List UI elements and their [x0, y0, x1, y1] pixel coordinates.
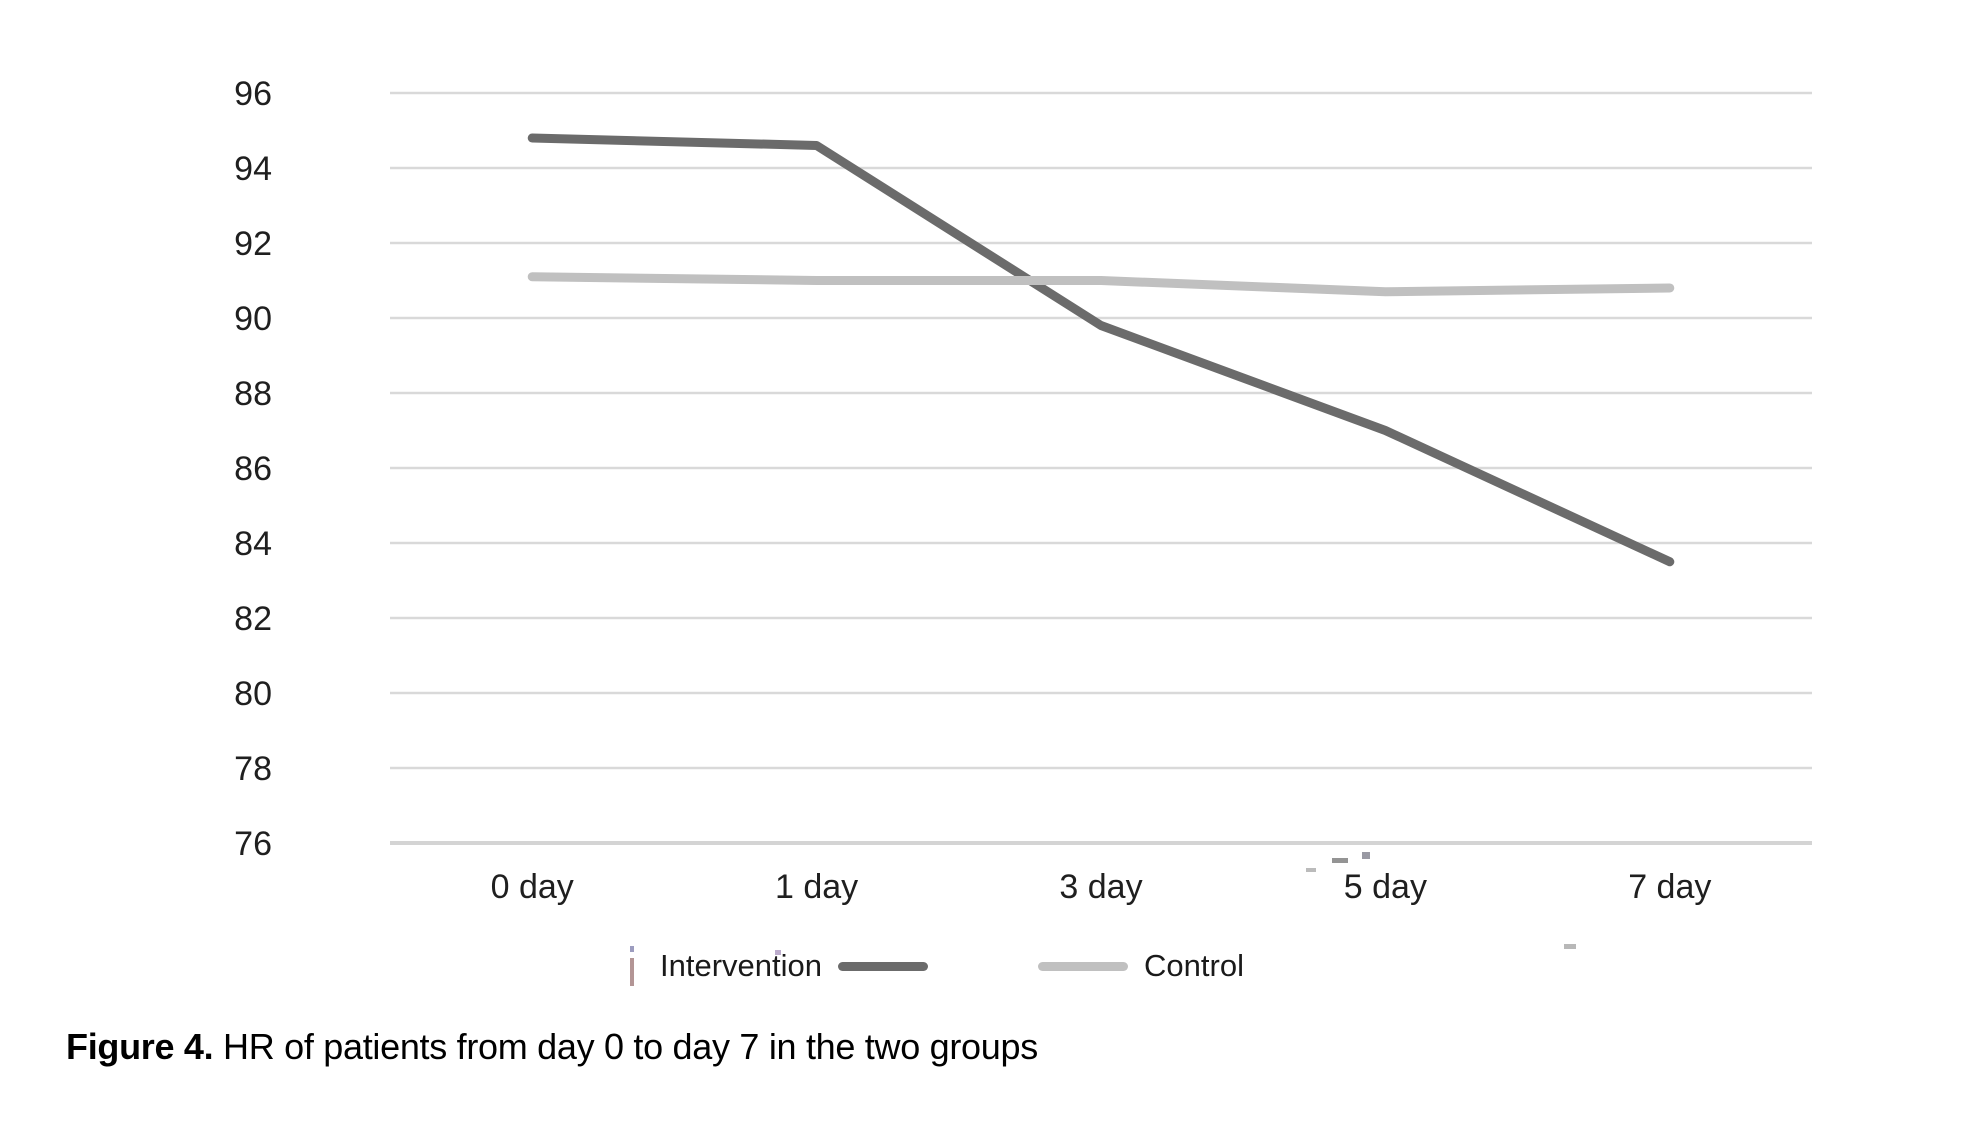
y-axis-tick-label: 96 [234, 75, 272, 113]
compression-artifact [1362, 852, 1370, 859]
y-axis-tick-label: 82 [234, 600, 272, 638]
compression-artifact [775, 950, 781, 955]
control-series-line [527, 272, 1675, 297]
legend-item-control: Control [1038, 948, 1244, 984]
x-axis-category-label: 3 day [1059, 868, 1142, 906]
figure-caption: Figure 4. HR of patients from day 0 to d… [66, 1026, 1038, 1068]
compression-artifact [630, 946, 634, 952]
x-axis-category-label: 5 day [1344, 868, 1427, 906]
figure-caption-text: HR of patients from day 0 to day 7 in th… [213, 1026, 1038, 1067]
y-axis-tick-label: 78 [234, 750, 272, 788]
legend-swatch-control [1038, 961, 1129, 971]
y-axis-tick-label: 94 [234, 150, 272, 188]
y-axis-tick-label: 76 [234, 825, 272, 863]
y-axis-tick-label: 86 [234, 450, 272, 488]
legend-label-intervention: Intervention [660, 948, 823, 983]
compression-artifact [1306, 868, 1316, 872]
x-axis-category-label: 0 day [491, 868, 574, 906]
x-axis-category-label: 7 day [1628, 868, 1711, 906]
y-axis-tick-label: 80 [234, 675, 272, 713]
legend-item-intervention: Intervention [660, 948, 929, 984]
x-axis-category-label: 1 day [775, 868, 858, 906]
y-axis-tick-label: 92 [234, 225, 272, 263]
figure-caption-label: Figure 4. [66, 1026, 214, 1067]
legend-swatch-intervention [838, 961, 929, 971]
chart-legend: Intervention Control [0, 948, 1934, 984]
compression-artifact [1332, 858, 1348, 863]
y-axis-tick-label: 84 [234, 525, 272, 563]
compression-artifact [630, 958, 634, 986]
y-axis-tick-label: 90 [234, 300, 272, 338]
compression-artifact [1564, 944, 1576, 949]
y-axis-tick-label: 88 [234, 375, 272, 413]
legend-label-control: Control [1144, 948, 1244, 983]
intervention-series-line [527, 133, 1675, 567]
